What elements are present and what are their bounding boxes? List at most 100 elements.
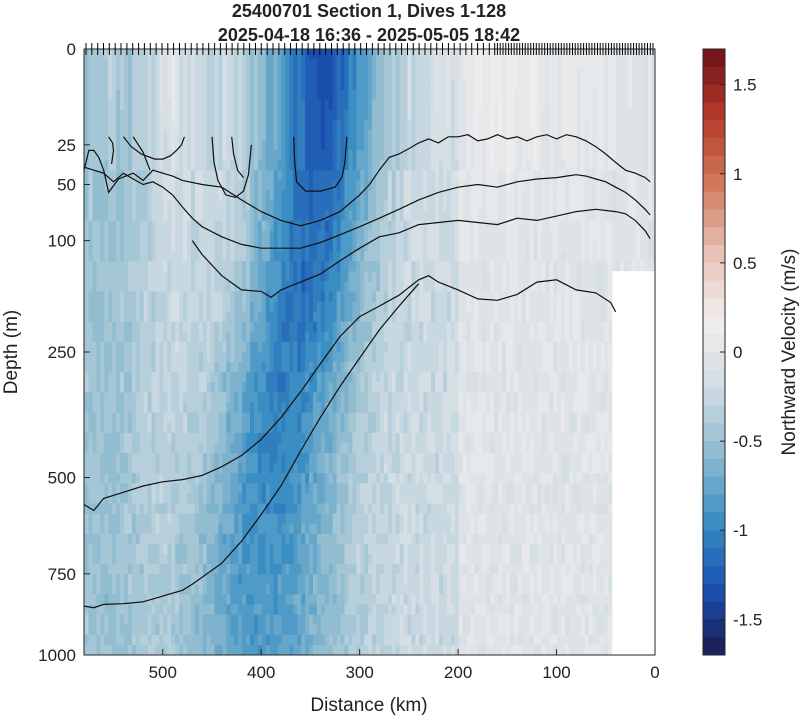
field-cell [414,321,420,333]
field-cell [383,59,388,70]
field-cell [371,594,377,606]
field-cell [584,311,589,323]
field-cell [399,483,404,494]
field-cell [517,392,522,404]
field-cell [454,251,459,262]
field-cell [442,281,447,292]
field-cell [347,533,353,545]
field-cell [548,372,554,383]
field-cell [339,574,345,585]
field-cell [631,362,636,373]
field-cell [552,493,558,505]
field-cell [536,362,542,373]
field-cell [450,321,455,333]
field-cell [395,493,400,505]
field-cell [580,69,585,80]
field-cell [363,261,369,272]
field-cell [623,129,629,141]
field-cell [517,160,522,171]
field-cell [588,331,593,343]
field-cell [509,170,514,181]
field-cell [651,543,655,555]
field-cell [332,281,337,292]
field-cell [371,543,377,555]
field-cell [438,584,443,595]
field-cell [651,513,655,525]
field-cell [450,89,455,101]
field-cell [363,251,369,262]
field-cell [462,634,467,646]
field-cell [588,432,593,444]
field-cell [446,251,451,262]
field-cell [426,614,432,626]
field-cell [465,372,471,383]
field-cell [560,99,566,111]
field-cell [556,513,562,525]
field-cell [328,362,333,373]
field-cell [647,341,652,353]
field-cell [477,59,483,70]
field-cell [391,190,396,202]
field-cell [517,463,522,474]
field-cell [564,453,569,464]
field-cell [493,291,499,303]
field-cell [513,139,518,151]
field-cell [528,352,534,363]
field-cell [611,190,617,202]
field-cell [379,180,384,191]
field-cell [595,321,601,333]
field-cell [599,69,605,80]
field-cell [462,533,467,545]
field-cell [643,79,648,90]
field-cell [402,412,408,424]
field-cell [446,200,451,212]
field-cell [485,412,491,424]
field-cell [414,129,420,141]
field-cell [418,624,424,636]
field-cell [647,59,652,70]
field-cell [517,150,522,161]
field-cell [383,200,388,212]
field-cell [627,564,632,575]
field-cell [536,331,542,343]
field-cell [442,644,447,655]
field-cell [347,109,353,121]
field-cell [426,129,432,141]
field-cell [355,59,361,70]
field-cell [454,644,459,655]
field-cell [631,331,636,343]
field-cell [615,69,621,80]
field-cell [599,432,605,444]
field-cell [651,69,655,80]
field-cell [599,594,605,606]
field-cell [414,473,420,484]
field-cell [564,523,569,535]
field-cell [521,624,526,636]
field-cell [611,453,617,464]
field-cell [328,392,333,404]
field-cell [454,422,459,434]
field-cell [532,301,538,313]
field-cell [332,89,337,101]
field-cell [544,382,550,393]
field-cell [576,422,581,434]
field-cell [430,543,436,555]
field-cell [647,150,652,161]
field-cell [489,422,495,434]
field-cell [572,453,577,464]
field-cell [458,301,463,313]
field-cell [556,200,562,212]
field-cell [588,392,593,404]
field-cell [375,574,380,585]
field-cell [603,442,609,454]
field-cell [643,331,648,343]
field-cell [469,109,475,121]
field-cell [383,220,388,232]
field-cell [438,180,443,191]
field-cell [560,574,566,585]
field-cell [339,402,345,414]
field-cell [509,493,514,505]
field-cell [458,584,463,595]
field-cell [414,644,420,655]
field-cell [548,523,554,535]
